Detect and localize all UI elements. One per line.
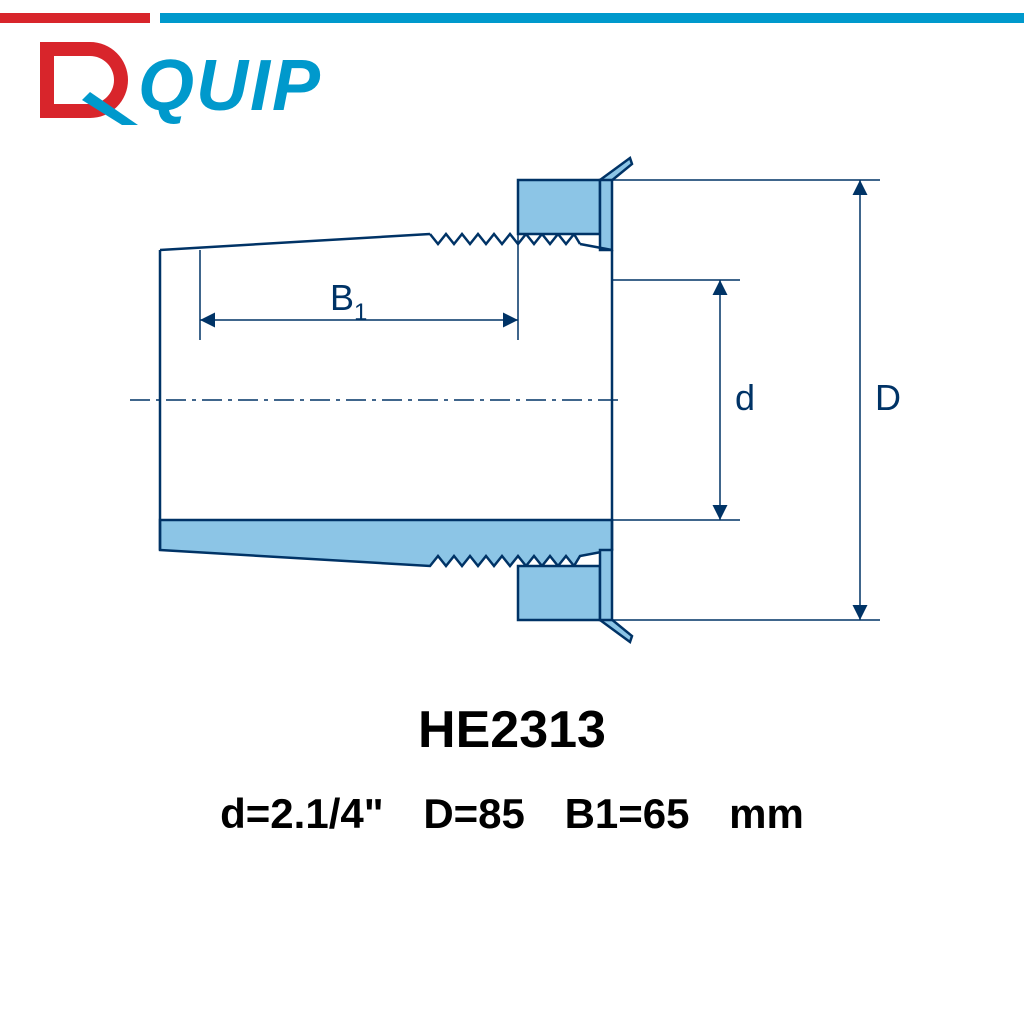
technical-diagram: B1 d D <box>60 150 960 650</box>
top-blue-segment <box>160 13 1024 23</box>
logo-d-shape <box>40 42 128 118</box>
dim-d-label: d <box>735 377 755 418</box>
dim-B1-text: B1=65 <box>565 790 690 837</box>
sleeve-body-upper <box>160 250 580 400</box>
locknut-lower <box>518 566 600 620</box>
locknut-upper <box>518 180 600 234</box>
washer-upper <box>600 180 612 250</box>
brand-logo: QUIP <box>20 30 380 130</box>
sleeve-section-lower <box>160 520 612 566</box>
sleeve-taper-upper <box>160 234 430 250</box>
dim-D-text: D=85 <box>423 790 525 837</box>
top-red-segment <box>0 13 150 23</box>
dim-unit-text: mm <box>729 790 804 837</box>
part-number: HE2313 <box>0 700 1024 760</box>
dim-D-label: D <box>875 377 901 418</box>
top-border-bar <box>0 10 1024 20</box>
threads-upper <box>430 234 580 244</box>
dim-b1-label: B1 <box>330 277 367 326</box>
logo-text: QUIP <box>138 46 322 126</box>
dim-d-text: d=2.1/4" <box>220 790 384 837</box>
washer-lower <box>600 550 612 620</box>
dimensions-text: d=2.1/4" D=85 B1=65 mm <box>0 790 1024 838</box>
